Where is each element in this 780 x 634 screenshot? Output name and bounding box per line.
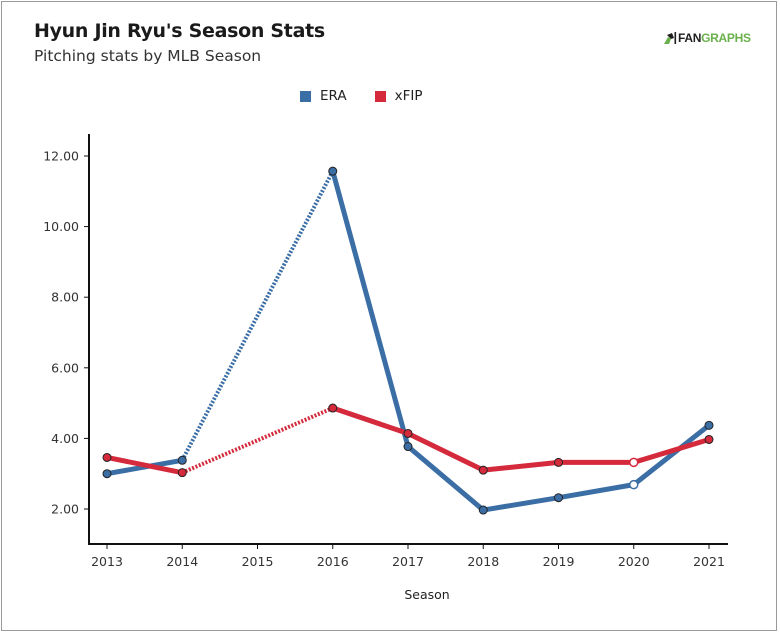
x-tick-label: 2018 [467, 554, 499, 569]
axes: 2.00 4.00 6.00 8.00 10.00 12.00 2013 2014 2015 20… [43, 134, 728, 569]
era-line-segment [480, 495, 561, 513]
y-tick-label: 2.00 [51, 502, 79, 517]
era-point-2019[interactable] [554, 493, 563, 503]
points-layer [102, 166, 714, 515]
logo-text-graphs: GRAPHS [701, 31, 751, 45]
x-tick-label: 2020 [618, 554, 650, 569]
series-layer [104, 168, 712, 513]
xfip-point-2018[interactable] [478, 465, 488, 475]
era-point-2016[interactable] [328, 166, 338, 176]
era-line-segment [556, 482, 637, 501]
legend-item-era[interactable]: ERA [300, 88, 347, 104]
era-point-2020[interactable] [629, 479, 639, 490]
y-tick-label: 10.00 [43, 219, 79, 234]
fangraphs-runner-icon [664, 32, 677, 44]
x-tick-label: 2017 [392, 554, 424, 569]
chart-title: Hyun Jin Ryu's Season Stats [34, 20, 325, 42]
xfip-line-segment [405, 430, 486, 473]
chart-subtitle: Pitching stats by MLB Season [34, 47, 262, 65]
era-point-2013[interactable] [102, 469, 112, 479]
y-tick-label: 12.00 [43, 149, 79, 164]
era-point-2018[interactable] [478, 505, 488, 515]
era-point-2014[interactable] [177, 455, 187, 465]
legend-label-xfip: xFIP [394, 88, 423, 104]
xfip-point-2014[interactable] [177, 468, 187, 478]
x-tick-label: 2013 [91, 554, 123, 569]
legend-swatch-era [300, 90, 311, 102]
xfip-line-segment [330, 405, 411, 436]
xfip-point-2019[interactable] [554, 457, 563, 467]
xfip-point-2021[interactable] [704, 434, 714, 444]
xfip-line-segment [104, 454, 185, 476]
legend-item-xfip[interactable]: xFIP [374, 88, 423, 104]
era-line-segment-dashed [180, 170, 335, 462]
y-tick-label: 6.00 [51, 360, 79, 375]
era-line-segment [405, 444, 486, 513]
legend-label-era: ERA [320, 88, 347, 104]
xfip-line-segment [480, 459, 561, 473]
xfip-line-segment [631, 436, 712, 465]
era-line-segment [631, 422, 712, 488]
xfip-point-2013[interactable] [102, 452, 112, 462]
x-tick-label: 2014 [166, 554, 198, 569]
era-point-2021[interactable] [704, 420, 714, 430]
legend-swatch-xfip [374, 90, 386, 102]
x-tick-label: 2019 [543, 554, 575, 569]
y-tick-label: 4.00 [51, 431, 79, 446]
x-tick-label: 2015 [242, 554, 274, 569]
era-point-2017[interactable] [403, 442, 413, 452]
xfip-point-2016[interactable] [328, 403, 338, 413]
x-tick-label: 2016 [317, 554, 349, 569]
logo-text-fan: FAN [678, 31, 702, 45]
y-tick-label: 8.00 [51, 290, 79, 305]
era-line-segment [330, 168, 411, 450]
fangraphs-logo[interactable]: FAN GRAPHS [663, 29, 751, 47]
x-axis-title: Season [404, 587, 449, 602]
chart-legend: ERA xFIP [300, 88, 451, 104]
x-tick-label: 2021 [693, 554, 725, 569]
xfip-point-2017[interactable] [403, 428, 413, 438]
xfip-point-2020[interactable] [629, 457, 639, 468]
